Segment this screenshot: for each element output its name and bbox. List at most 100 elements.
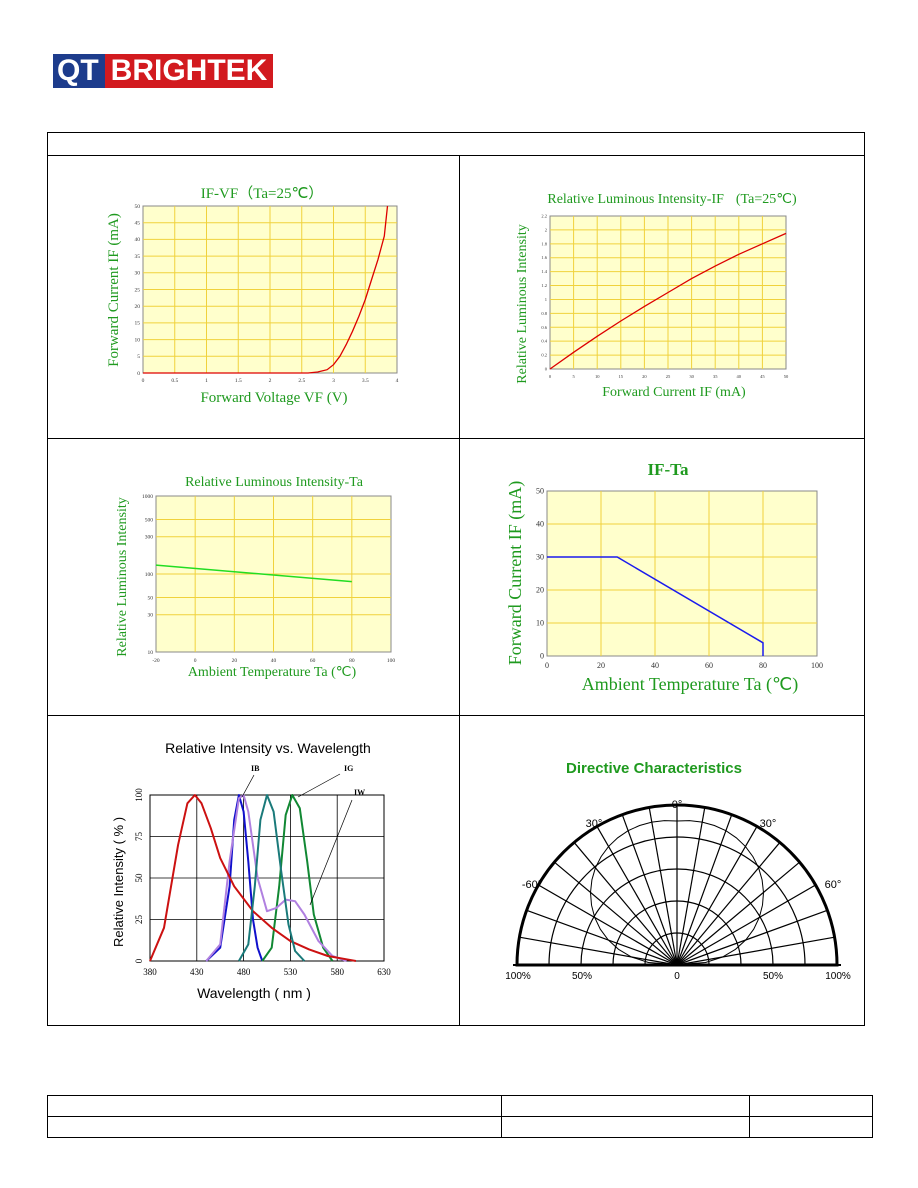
y-axis-label: Forward Current IF (mA): [106, 213, 122, 367]
y-tick-label: 0: [137, 371, 140, 377]
logo-brightek-text: BRIGHTEK: [104, 54, 274, 88]
chart-title: IF-VF（Ta=25℃）: [201, 185, 324, 202]
y-tick-label: 10: [135, 337, 141, 343]
chart-title: IF-Ta: [648, 460, 689, 479]
plot-area: [546, 490, 818, 657]
footer-col-divider-2: [749, 1096, 750, 1137]
radial-label: 50%: [763, 971, 783, 982]
x-tick-label: 1: [205, 378, 208, 384]
y-tick-label: 10: [148, 650, 154, 656]
x-tick-label: 5: [572, 374, 575, 379]
y-tick-label: 0.4: [541, 339, 547, 344]
y-tick-label: 0: [545, 367, 548, 372]
data-series-line: [238, 794, 306, 962]
x-tick-label: 25: [666, 374, 671, 379]
y-tick-label: 45: [135, 221, 141, 227]
x-tick-label: 40: [651, 661, 659, 670]
radial-label: 100%: [505, 971, 531, 982]
frame-row-divider-1: [48, 438, 864, 439]
x-tick-label: 2.5: [298, 378, 305, 384]
x-tick-label: 45: [760, 374, 765, 379]
polar-spoke: [676, 842, 781, 966]
chart-spectrum: Relative Intensity vs. Wavelength Wavele…: [111, 740, 391, 1001]
data-series-line: [205, 794, 264, 962]
y-tick-label: 50: [536, 487, 544, 496]
y-tick-label: 100: [145, 572, 154, 578]
polar-spoke: [621, 814, 678, 966]
chart-intensity-vs-if: Relative Luminous Intensity-IF (Ta=25℃) F…: [515, 192, 797, 400]
y-tick-label: 2: [545, 227, 547, 232]
x-tick-label: 10: [595, 374, 600, 379]
x-tick-label: 40: [271, 658, 277, 664]
y-tick-label: 1.8: [541, 241, 547, 246]
y-tick-label: 30: [148, 613, 154, 619]
y-axis-label: Forward Current IF (mA): [505, 481, 526, 665]
series-label: IW: [354, 788, 365, 797]
y-tick-label: 35: [135, 254, 141, 260]
radiation-pattern: [589, 820, 765, 966]
y-tick-label: 20: [536, 586, 544, 595]
x-tick-label: 380: [143, 967, 157, 977]
chart-if-vf: IF-VF（Ta=25℃） Forward Voltage VF (V) For…: [106, 185, 399, 406]
y-tick-label: 0.8: [541, 311, 547, 316]
y-tick-label: 2.2: [541, 214, 547, 219]
polar-spoke: [573, 842, 678, 966]
y-tick-label: 15: [135, 321, 141, 327]
x-axis-label: Ambient Temperature Ta (℃): [188, 665, 357, 680]
y-tick-label: 20: [135, 304, 141, 310]
footer-row-divider: [48, 1116, 872, 1117]
x-tick-label: 20: [597, 661, 605, 670]
x-tick-label: 430: [190, 967, 204, 977]
polar-spoke: [676, 936, 835, 966]
y-tick-label: 500: [145, 517, 154, 523]
x-tick-label: 0: [545, 661, 549, 670]
y-tick-label: 30: [536, 553, 544, 562]
polar-spoke: [676, 826, 758, 966]
y-tick-label: 0: [134, 958, 144, 963]
x-axis-label: Ambient Temperature Ta (℃): [582, 674, 798, 695]
x-tick-label: 0: [549, 374, 552, 379]
x-tick-label: 60: [310, 658, 316, 664]
polar-spoke: [596, 826, 678, 966]
y-tick-label: 0.2: [541, 353, 547, 358]
x-tick-label: 2: [269, 378, 272, 384]
chart-title: Relative Luminous Intensity-Ta: [185, 475, 364, 490]
y-tick-label: 25: [134, 915, 144, 925]
y-tick-label: 5: [137, 354, 140, 360]
x-tick-label: 580: [330, 967, 344, 977]
chart-title: Directive Characteristics: [566, 760, 742, 777]
radial-label: 100%: [825, 971, 851, 982]
x-tick-label: 630: [377, 967, 391, 977]
y-tick-label: 30: [135, 271, 141, 277]
chart-if-vs-ta: IF-Ta Ambient Temperature Ta (℃) Forward…: [505, 460, 823, 695]
y-tick-label: 100: [134, 788, 144, 802]
polar-spoke: [648, 807, 678, 966]
y-axis-label: Relative Luminous Intensity: [515, 224, 530, 383]
y-tick-label: 0: [540, 652, 544, 661]
chart-intensity-vs-ta: Relative Luminous Intensity-Ta Ambient T…: [115, 475, 395, 680]
y-tick-label: 25: [135, 287, 141, 293]
y-tick-label: 1.6: [541, 255, 547, 260]
chart-title-main: Relative Luminous Intensity-IF: [547, 192, 724, 207]
x-axis-label: Forward Current IF (mA): [602, 385, 746, 400]
polar-spoke: [676, 861, 800, 966]
angle-label: 30°: [586, 818, 603, 830]
chart-title: Relative Intensity vs. Wavelength: [165, 740, 371, 756]
x-tick-label: 480: [237, 967, 251, 977]
polar-spoke: [538, 884, 678, 966]
y-tick-label: 0.6: [541, 325, 547, 330]
series-label-leader: [241, 774, 255, 798]
x-tick-label: 4: [396, 378, 399, 384]
x-tick-label: 60: [705, 661, 713, 670]
x-tick-label: 1.5: [235, 378, 242, 384]
y-tick-label: 40: [135, 237, 141, 243]
y-tick-label: 300: [145, 535, 154, 541]
x-axis-label: Forward Voltage VF (V): [200, 390, 347, 406]
angle-label: 0°: [672, 799, 683, 811]
charts-frame: [47, 132, 865, 1026]
x-tick-label: 30: [689, 374, 694, 379]
x-tick-label: 80: [759, 661, 767, 670]
data-series-line: [155, 564, 352, 583]
series-label-leader: [309, 799, 353, 906]
frame-header-divider: [48, 155, 864, 156]
